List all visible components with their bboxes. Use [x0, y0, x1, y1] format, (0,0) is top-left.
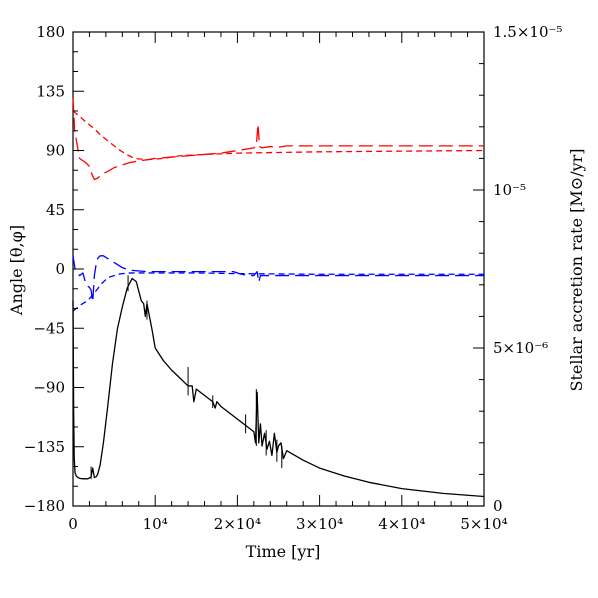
x-tick-label: 4×10⁴ [378, 515, 425, 533]
plot-frame [72, 31, 485, 507]
y-left-tick-label: −180 [24, 497, 65, 515]
series-layer [72, 97, 485, 498]
y-right-tick-label: 0 [493, 497, 503, 515]
y-right-tick-label: 5×10⁻⁶ [493, 339, 548, 357]
y-axis-right-title: Stellar accretion rate [M⊙/yr] [567, 148, 586, 391]
x-tick-label: 3×10⁴ [296, 515, 343, 533]
plot-area [72, 31, 485, 507]
y-left-tick-label: 180 [36, 23, 65, 41]
series-line-5 [72, 277, 485, 498]
axes-layer: 0 10⁴ 2×10⁴ 3×10⁴ 4×10⁴ 5×10⁴ 180 135 90 45 0 −45 −9… [24, 23, 563, 533]
y-left-tick-label: −45 [33, 319, 65, 337]
series-line-3 [72, 272, 484, 312]
series-line-1 [72, 110, 485, 161]
x-tick-label: 5×10⁴ [460, 515, 507, 533]
y-left-tick-label: −90 [33, 379, 65, 397]
x-axis-title: Time [yr] [246, 542, 321, 561]
y-left-tick-label: 0 [55, 260, 65, 278]
series-line-2 [72, 97, 484, 181]
y-right-tick-label: 10⁻⁵ [493, 181, 526, 199]
y-left-tick-label: 90 [46, 142, 65, 160]
y-left-tick-label: 135 [36, 82, 65, 100]
y-right-tick-label: 1.5×10⁻⁵ [493, 23, 562, 41]
x-tick-label: 0 [68, 515, 78, 533]
series-line-4 [72, 255, 484, 303]
y-left-tick-label: −135 [24, 438, 65, 456]
x-tick-label: 2×10⁴ [214, 515, 261, 533]
y-axis-left-title: Angle [θ,φ] [7, 225, 26, 316]
y-left-tick-label: 45 [46, 201, 65, 219]
x-tick-label: 10⁴ [143, 515, 168, 533]
